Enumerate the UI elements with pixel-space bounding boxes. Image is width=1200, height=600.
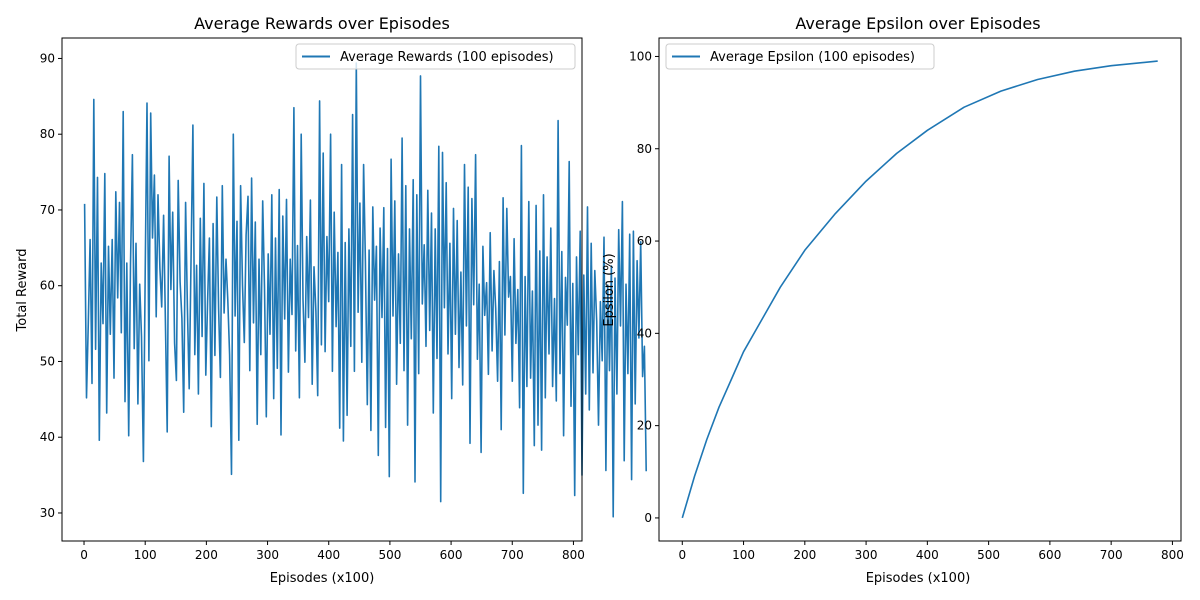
rewards-legend-box bbox=[295, 43, 576, 70]
epsilon-y-tick-label: 100 bbox=[629, 49, 652, 63]
rewards-x-tick-label: 100 bbox=[134, 548, 157, 562]
rewards-series-layer bbox=[83, 62, 647, 518]
rewards-x-tick-label: 600 bbox=[440, 548, 463, 562]
rewards-y-tick-label: 70 bbox=[40, 203, 55, 217]
rewards-x-tick-label: 0 bbox=[80, 548, 88, 562]
epsilon-chart: 0 100 200 300 400 500 600 700 800 0 20 40 60 80 100 A… bbox=[602, 14, 1184, 586]
rewards-y-tick-label: 30 bbox=[40, 506, 55, 520]
epsilon-x-tick-label: 0 bbox=[678, 548, 686, 562]
rewards-series-line bbox=[83, 62, 647, 518]
epsilon-x-ticks: 0 100 200 300 400 500 600 700 800 bbox=[678, 541, 1184, 562]
epsilon-plot-frame bbox=[658, 37, 1182, 542]
epsilon-legend: Average Epsilon (100 episodes) bbox=[665, 43, 935, 70]
epsilon-chart-title: Average Epsilon over Episodes bbox=[795, 14, 1040, 33]
epsilon-y-tick-label: 80 bbox=[637, 142, 652, 156]
epsilon-legend-box bbox=[665, 43, 935, 70]
epsilon-x-tick-label: 600 bbox=[1038, 548, 1061, 562]
rewards-x-tick-label: 200 bbox=[195, 548, 218, 562]
epsilon-series-line bbox=[681, 60, 1158, 519]
epsilon-x-tick-label: 500 bbox=[977, 548, 1000, 562]
epsilon-x-tick-label: 800 bbox=[1161, 548, 1184, 562]
rewards-x-ticks: 0 100 200 300 400 500 600 700 800 bbox=[80, 541, 585, 562]
epsilon-y-tick-label: 60 bbox=[637, 234, 652, 248]
epsilon-x-tick-label: 200 bbox=[793, 548, 816, 562]
rewards-plot-frame bbox=[61, 37, 583, 542]
epsilon-y-tick-label: 20 bbox=[637, 419, 652, 433]
rewards-x-tick-label: 800 bbox=[562, 548, 585, 562]
rewards-y-ticks: 30 40 50 60 70 80 90 bbox=[40, 51, 62, 520]
epsilon-y-axis-label: Epsilon (%) bbox=[602, 253, 617, 326]
rewards-y-tick-label: 90 bbox=[40, 51, 55, 65]
rewards-chart-title: Average Rewards over Episodes bbox=[194, 14, 450, 33]
epsilon-x-tick-label: 100 bbox=[732, 548, 755, 562]
epsilon-x-tick-label: 300 bbox=[855, 548, 878, 562]
rewards-y-tick-label: 40 bbox=[40, 430, 55, 444]
rewards-y-tick-label: 60 bbox=[40, 279, 55, 293]
epsilon-x-tick-label: 700 bbox=[1100, 548, 1123, 562]
epsilon-x-axis-label: Episodes (x100) bbox=[866, 571, 971, 586]
rewards-y-tick-label: 50 bbox=[40, 354, 55, 368]
rewards-x-axis-label: Episodes (x100) bbox=[270, 571, 375, 586]
epsilon-series-layer bbox=[681, 60, 1158, 519]
rewards-x-tick-label: 500 bbox=[378, 548, 401, 562]
rewards-x-tick-label: 700 bbox=[501, 548, 524, 562]
epsilon-legend-label: Average Epsilon (100 episodes) bbox=[710, 50, 915, 65]
epsilon-y-tick-label: 40 bbox=[637, 326, 652, 340]
rewards-x-tick-label: 300 bbox=[256, 548, 279, 562]
rewards-x-tick-label: 400 bbox=[317, 548, 340, 562]
rewards-y-axis-label: Total Reward bbox=[15, 249, 30, 333]
rewards-y-tick-label: 80 bbox=[40, 127, 55, 141]
rewards-legend-label: Average Rewards (100 episodes) bbox=[340, 50, 554, 65]
epsilon-x-tick-label: 400 bbox=[916, 548, 939, 562]
epsilon-y-ticks: 0 20 40 60 80 100 bbox=[629, 49, 659, 525]
rewards-chart: 0 100 200 300 400 500 600 700 800 30 40 50 60 70 80 90… bbox=[15, 14, 647, 586]
epsilon-y-tick-label: 0 bbox=[644, 511, 652, 525]
rewards-legend: Average Rewards (100 episodes) bbox=[295, 43, 576, 70]
